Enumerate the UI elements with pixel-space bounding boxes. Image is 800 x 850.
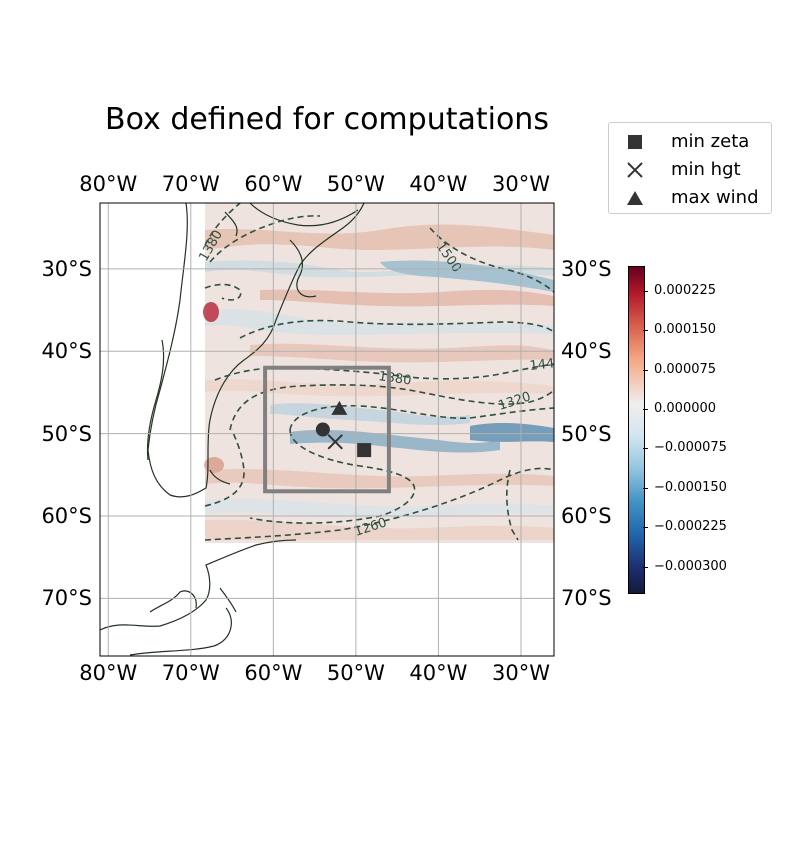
colorbar-tick-mark [643,448,648,450]
max-wind-marker [331,400,348,415]
tick-label-top: 60°W [244,172,303,196]
colorbar-tick-label: −0.000150 [654,479,727,495]
colorbar-tick-label: −0.000300 [654,558,727,574]
x-icon [627,162,643,178]
legend-item-min-zeta: min zeta [609,129,769,155]
tick-label-left: 30°S [41,256,92,281]
min-zeta-marker [357,443,372,458]
tick-label-left: 50°S [41,421,92,446]
legend-label: max wind [671,187,759,208]
tick-label-bottom: 30°W [491,661,550,685]
min-hgt-marker [327,434,343,450]
legend-label: min hgt [671,159,741,180]
colorbar-tick-label: −0.000225 [654,519,727,535]
colorbar-tick-mark [643,487,648,489]
computation-box [263,365,391,494]
tick-label-top: 80°W [79,172,138,196]
tick-label-left: 60°S [41,503,92,528]
feature-markers [315,400,372,458]
colorbar-tick-label: 0.000225 [654,282,717,298]
map-gridlines [100,203,554,656]
tick-label-left: 70°S [41,586,92,611]
colorbar-tick-mark [643,330,648,332]
map-frame [99,202,555,657]
coastlines [100,203,365,656]
tick-label-bottom: 40°W [409,661,468,685]
center-marker [315,422,330,437]
colorbar-tick-mark [643,566,648,568]
legend: min zeta min hgt max wind [608,122,772,214]
tick-label-top: 70°W [161,172,220,196]
tick-label-right: 50°S [561,421,612,446]
tick-label-top: 50°W [326,172,385,196]
tick-label-top: 40°W [409,172,468,196]
height-contours [204,203,554,541]
colorbar-tick-label: 0.000075 [654,361,717,377]
tick-label-bottom: 60°W [244,661,303,685]
contour-label: 1380 [377,369,412,388]
tick-label-bottom: 80°W [79,661,138,685]
colorbar-tick-mark [643,369,648,371]
triangle-icon [627,191,643,205]
square-icon [628,135,642,149]
colorbar-tick-label: −0.000075 [654,440,727,456]
tick-label-right: 40°S [561,339,612,364]
colorbar-tick-mark [643,408,648,410]
tick-label-top: 30°W [491,172,550,196]
colorbar-tick-mark [643,527,648,529]
tick-label-bottom: 50°W [326,661,385,685]
legend-label: min zeta [671,131,750,152]
colorbar-tick-mark [643,290,648,292]
vorticity-field [203,203,554,543]
colorbar [628,266,645,594]
tick-label-right: 30°S [561,256,612,281]
tick-label-right: 60°S [561,503,612,528]
colorbar-tick-label: 0.000000 [654,400,717,416]
legend-item-min-hgt: min hgt [609,157,769,183]
figure-title: Box defined for computations [105,102,549,137]
colorbar-tick-label: 0.000150 [654,322,717,338]
tick-label-bottom: 70°W [161,661,220,685]
contour-label: 144 [529,356,555,374]
tick-label-left: 40°S [41,339,92,364]
tick-label-right: 70°S [561,586,612,611]
legend-item-max-wind: max wind [609,185,769,211]
